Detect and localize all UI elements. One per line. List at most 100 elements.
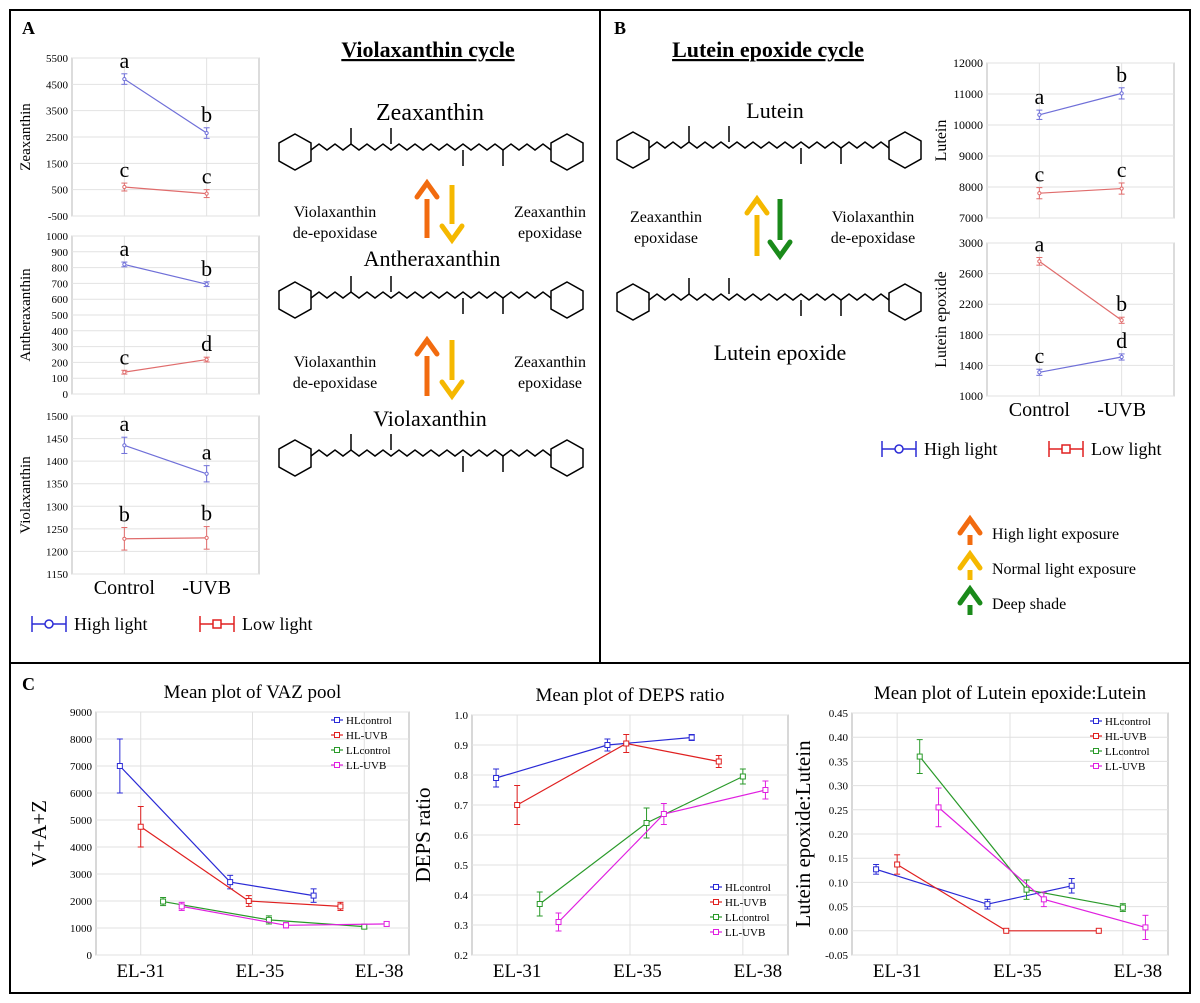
data-point	[116, 763, 123, 769]
violaxanthin-structure	[278, 433, 584, 477]
cycle-title: Violaxanthin cycle	[341, 37, 515, 62]
legend-label: LLcontrol	[346, 745, 391, 757]
legend-item: HLcontrol	[331, 715, 392, 727]
cycle-arrow-head	[414, 335, 440, 357]
antheraxanthin-structure	[278, 275, 584, 319]
significance-letter: a	[1034, 232, 1044, 257]
series-line	[1039, 260, 1122, 321]
legend-item: LL-UVB	[710, 927, 765, 939]
legend-label: LLcontrol	[1105, 746, 1150, 758]
series-line	[124, 186, 207, 195]
data-point	[688, 734, 695, 741]
series-line	[124, 444, 207, 475]
y-tick-label: 1800	[959, 328, 983, 342]
molecule-label: Lutein	[746, 98, 803, 123]
legend-label: LL-UVB	[1105, 761, 1145, 773]
enzyme-label: Zeaxanthin	[514, 354, 586, 371]
series-line	[1039, 92, 1122, 116]
x-tick-label: EL-38	[1114, 961, 1163, 982]
series-hl-uvb	[894, 854, 1102, 934]
legend-item: Low light	[1048, 439, 1162, 459]
legend-marker	[1061, 444, 1071, 454]
significance-letter: b	[201, 102, 212, 127]
y-tick-label: 700	[52, 278, 69, 290]
cycle-arrow-head	[957, 584, 983, 606]
series-line	[1039, 356, 1122, 373]
significance-letter: a	[119, 411, 129, 436]
data-point	[1023, 886, 1030, 893]
data-point	[894, 861, 901, 868]
y-tick-label: 5000	[70, 815, 93, 827]
y-tick-label: 1400	[959, 358, 983, 372]
y-tick-label: 0.20	[829, 829, 849, 841]
y-tick-label: 10000	[953, 118, 983, 132]
lutein-structure	[616, 125, 922, 169]
cycle-arrow-head	[439, 223, 465, 245]
series-line	[1039, 187, 1122, 194]
legend-label: High light	[924, 439, 998, 459]
y-tick-label: 0.00	[829, 926, 849, 938]
series-high-light: ab	[119, 236, 212, 288]
legend-label: LL-UVB	[725, 927, 765, 939]
data-point	[227, 879, 234, 886]
significance-letter: b	[1116, 62, 1127, 87]
enzyme-label: de-epoxidase	[831, 230, 915, 247]
data-point	[337, 903, 344, 910]
legend-marker	[713, 929, 719, 935]
enzyme-label: Zeaxanthin	[630, 209, 702, 226]
y-tick-label: 0.7	[454, 800, 468, 812]
data-point	[916, 753, 923, 760]
data-point	[1119, 91, 1124, 96]
y-tick-label: 300	[52, 342, 69, 354]
y-axis-label: Lutein epoxide:Lutein	[791, 740, 815, 928]
significance-letter: b	[201, 256, 212, 281]
data-point	[1003, 927, 1010, 934]
legend-label: LL-UVB	[346, 760, 386, 772]
data-point	[604, 742, 611, 748]
panel-letter-c: C	[22, 674, 35, 694]
legend-label: Low light	[1091, 439, 1162, 459]
y-tick-label: 2000	[70, 896, 93, 908]
data-point	[984, 901, 991, 908]
mean-plot-mean-plot-of-deps-ratio: Mean plot of DEPS ratio 0.2 0.3 0.4 0.5 0.6 0.…	[411, 685, 789, 982]
legend-item: HL-UVB	[710, 897, 767, 909]
y-tick-label: 3000	[959, 236, 983, 250]
y-tick-label: 5500	[46, 53, 69, 65]
series-hl-uvb	[137, 806, 344, 911]
significance-letter: c	[202, 164, 212, 189]
y-tick-label: 3500	[46, 106, 69, 118]
data-point	[383, 920, 390, 927]
y-tick-label: 7000	[959, 211, 983, 225]
series-ll-uvb	[935, 787, 1149, 941]
x-tick-label: -UVB	[1097, 399, 1146, 421]
cycle-arrow-head	[744, 194, 770, 216]
significance-letter: b	[1116, 291, 1127, 316]
data-point	[1068, 882, 1075, 889]
y-tick-label: 400	[52, 326, 69, 338]
legend-marker	[1093, 748, 1099, 754]
y-tick-label: 3000	[70, 869, 93, 881]
panel-letter-a: A	[22, 18, 35, 38]
mean-plot-mean-plot-of-vaz-pool: Mean plot of VAZ pool 0 1000 2000 3000 4000 50…	[27, 682, 410, 982]
y-axis-label: Lutein epoxide	[933, 271, 950, 367]
y-tick-label: 1300	[46, 501, 69, 513]
data-point	[160, 898, 167, 905]
significance-letter: a	[119, 48, 129, 73]
y-tick-label: 0.15	[829, 853, 849, 865]
data-point	[1119, 904, 1126, 911]
y-tick-label: 1350	[46, 479, 69, 491]
y-axis-label: Lutein	[933, 120, 950, 162]
significance-letter: c	[1117, 157, 1127, 182]
y-tick-label: 12000	[953, 56, 983, 70]
legend-item: HLcontrol	[1090, 716, 1151, 728]
enzyme-label: Violaxanthin	[294, 354, 377, 371]
y-tick-label: 0.8	[454, 770, 468, 782]
chart-title: Mean plot of Lutein epoxide:Lutein	[874, 683, 1147, 704]
series-line	[124, 78, 207, 134]
data-point	[204, 535, 209, 540]
